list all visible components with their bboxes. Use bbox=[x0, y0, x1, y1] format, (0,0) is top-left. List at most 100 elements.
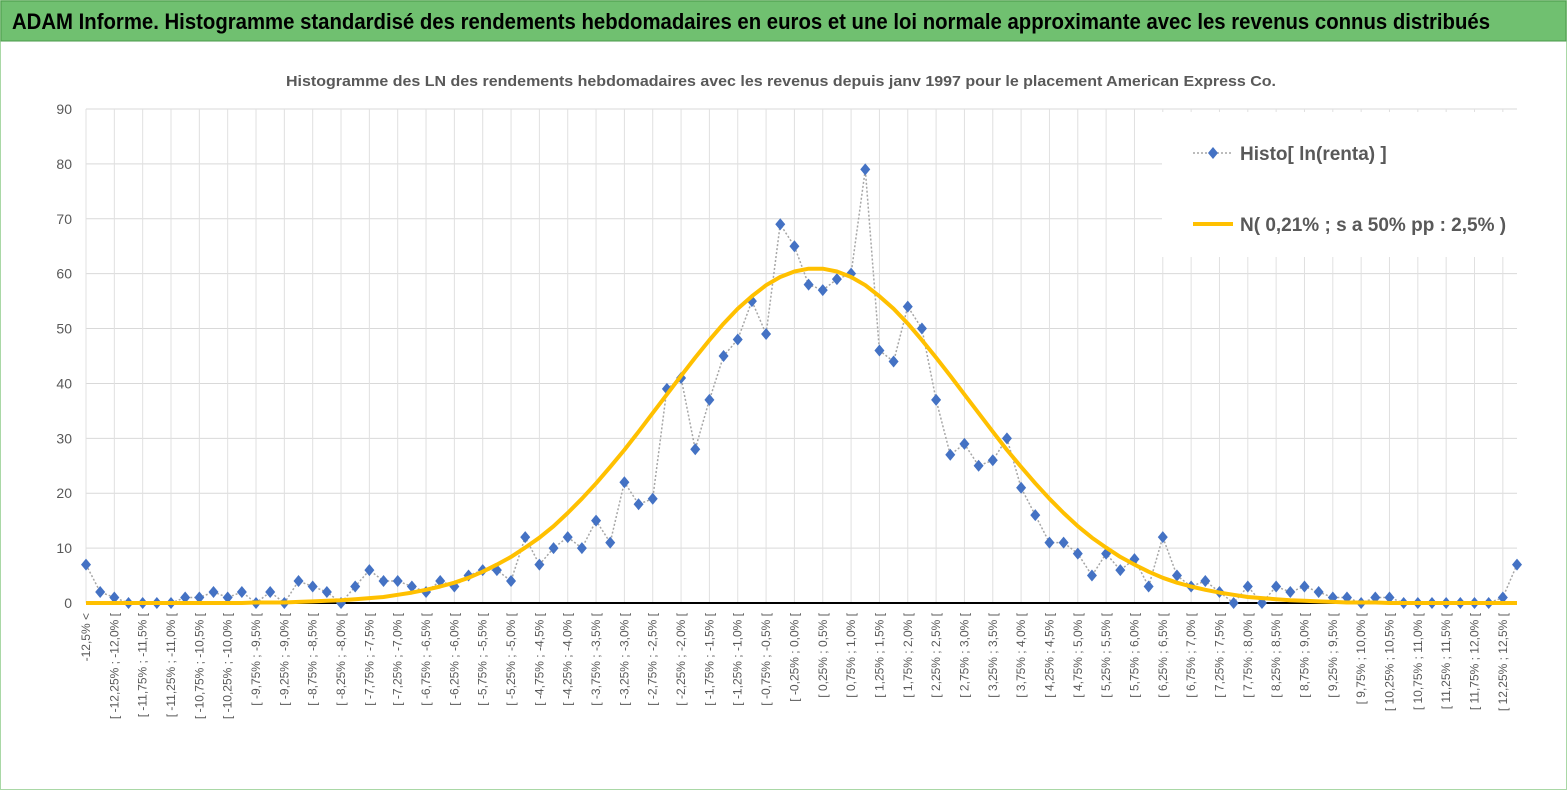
header-bar bbox=[0, 0, 1567, 42]
data-point bbox=[874, 344, 885, 357]
x-tick-label: [ -6,75% ; -6,5% [ bbox=[419, 612, 433, 705]
x-tick-label: [ 5,75% ; 6,0% [ bbox=[1127, 612, 1141, 697]
data-point bbox=[1072, 547, 1083, 560]
x-tick-label: [ 6,25% ; 6,5% [ bbox=[1156, 612, 1170, 697]
x-tick-label: -12,5% < bbox=[79, 613, 93, 661]
y-tick-label: 50 bbox=[56, 321, 72, 337]
x-tick-label: [ 11,75% ; 12,0% [ bbox=[1467, 612, 1481, 710]
legend-label: N( 0,21% ; s a 50% pp : 2,5% ) bbox=[1240, 215, 1506, 236]
legend-label: Histo[ ln(renta) ] bbox=[1240, 144, 1387, 165]
data-point bbox=[1044, 536, 1055, 549]
y-tick-label: 40 bbox=[56, 375, 72, 391]
x-tick-label: [ -3,75% ; -3,5% [ bbox=[589, 612, 603, 705]
data-point bbox=[392, 575, 403, 588]
x-tick-label: [ 12,25% ; 12,5% [ bbox=[1496, 612, 1510, 711]
x-tick-label: [ -7,75% ; -7,5% [ bbox=[362, 612, 376, 705]
data-point bbox=[916, 322, 927, 335]
x-tick-label: [ -9,75% ; -9,5% [ bbox=[249, 612, 263, 705]
x-tick-label: [ 9,25% ; 9,5% [ bbox=[1326, 612, 1340, 697]
data-point bbox=[562, 531, 573, 544]
x-tick-label: [ 10,75% ; 11,0% [ bbox=[1411, 612, 1425, 710]
x-tick-label: [ -10,75% ; -10,5% [ bbox=[192, 612, 206, 719]
data-point bbox=[307, 580, 318, 593]
data-point bbox=[1001, 432, 1012, 445]
data-point bbox=[633, 498, 644, 511]
data-point bbox=[1086, 569, 1097, 582]
y-tick-label: 70 bbox=[56, 211, 72, 227]
data-point bbox=[959, 437, 970, 450]
x-tick-label: [ 7,75% ; 8,0% [ bbox=[1241, 612, 1255, 697]
x-tick-label: [ -0,25% ; 0,0% [ bbox=[787, 612, 801, 701]
x-tick-label: [ 4,75% ; 5,0% [ bbox=[1071, 612, 1085, 697]
data-point bbox=[378, 575, 389, 588]
x-tick-label: [ -8,75% ; -8,5% [ bbox=[306, 612, 320, 705]
x-tick-label: [ -2,75% ; -2,5% [ bbox=[646, 612, 660, 705]
data-point bbox=[888, 355, 899, 368]
x-tick-label: [ 8,25% ; 8,5% [ bbox=[1269, 612, 1283, 697]
data-point bbox=[576, 542, 587, 555]
x-tick-label: [ -7,25% ; -7,0% [ bbox=[391, 612, 405, 705]
x-tick-label: [ -6,25% ; -6,0% [ bbox=[447, 612, 461, 705]
data-point bbox=[534, 558, 545, 571]
x-tick-label: [ -8,25% ; -8,0% [ bbox=[334, 612, 348, 705]
data-point bbox=[1384, 591, 1395, 604]
data-point bbox=[293, 575, 304, 588]
data-point bbox=[902, 300, 913, 313]
data-point bbox=[406, 580, 417, 593]
data-point bbox=[732, 333, 743, 346]
x-tick-label: [ -5,75% ; -5,5% [ bbox=[476, 612, 490, 705]
x-tick-label: [ 3,75% ; 4,0% [ bbox=[1014, 612, 1028, 697]
x-tick-label: [ -11,75% ; -11,5% [ bbox=[136, 612, 150, 717]
x-tick-label: [ -11,25% ; -11,0% [ bbox=[164, 612, 178, 717]
x-tick-label: [ -4,25% ; -4,0% [ bbox=[561, 612, 575, 705]
x-tick-label: [ 9,75% ; 10,0% [ bbox=[1354, 612, 1368, 704]
data-point bbox=[803, 278, 814, 291]
x-tick-label: [ 1,75% ; 2,0% [ bbox=[901, 612, 915, 697]
data-point bbox=[690, 443, 701, 456]
data-point bbox=[718, 350, 729, 362]
data-point bbox=[1271, 580, 1282, 593]
x-tick-label: [ -2,25% ; -2,0% [ bbox=[674, 612, 688, 705]
y-tick-label: 80 bbox=[56, 156, 72, 172]
data-point bbox=[775, 218, 786, 231]
data-point bbox=[817, 284, 828, 297]
data-point bbox=[1242, 580, 1253, 593]
data-point bbox=[619, 476, 630, 489]
y-tick-label: 60 bbox=[56, 266, 72, 282]
data-point bbox=[109, 591, 120, 604]
x-tick-label: [ 3,25% ; 3,5% [ bbox=[986, 612, 1000, 697]
x-tick-label: [ 2,75% ; 3,0% [ bbox=[957, 612, 971, 697]
x-tick-label: [ 4,25% ; 4,5% [ bbox=[1042, 612, 1056, 697]
data-point bbox=[605, 536, 616, 549]
x-tick-label: [ 8,75% ; 9,0% [ bbox=[1297, 612, 1311, 697]
data-point bbox=[1228, 597, 1239, 609]
legend-box bbox=[1162, 112, 1517, 257]
normal-curve bbox=[86, 266, 1517, 605]
x-tick-label: [ 11,25% ; 11,5% [ bbox=[1439, 612, 1453, 709]
data-point bbox=[208, 586, 219, 599]
header-title: ADAM Informe. Histogramme standardisé de… bbox=[12, 9, 1490, 34]
data-point bbox=[1200, 575, 1211, 588]
data-point bbox=[81, 558, 91, 571]
data-point bbox=[548, 542, 559, 555]
data-point bbox=[1512, 558, 1522, 571]
data-point bbox=[1030, 509, 1041, 522]
data-point bbox=[704, 393, 715, 406]
data-point bbox=[1016, 481, 1027, 494]
x-tick-label: [ -1,75% ; -1,5% [ bbox=[702, 612, 716, 705]
data-point bbox=[945, 448, 956, 461]
data-point bbox=[236, 586, 247, 599]
data-point bbox=[761, 328, 772, 341]
data-point bbox=[265, 586, 276, 599]
x-tick-label: [ -4,75% ; -4,5% [ bbox=[532, 612, 546, 705]
y-tick-label: 0 bbox=[64, 595, 72, 611]
data-point bbox=[931, 393, 942, 406]
chart-title: Histogramme des LN des rendements hebdom… bbox=[286, 73, 1276, 90]
legend-marker bbox=[1208, 147, 1218, 159]
data-point bbox=[831, 273, 842, 286]
data-point bbox=[789, 240, 800, 253]
data-point bbox=[1497, 591, 1508, 604]
data-point bbox=[1299, 580, 1310, 593]
data-point bbox=[1143, 580, 1154, 593]
